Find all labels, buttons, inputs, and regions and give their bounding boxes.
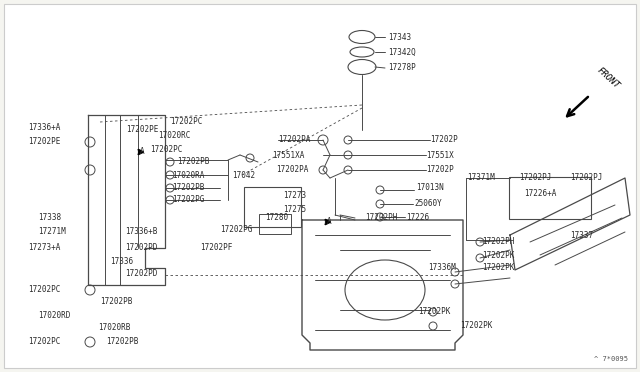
Text: 17273: 17273	[283, 192, 306, 201]
Text: 17202PE: 17202PE	[28, 138, 60, 147]
Text: 17202PK: 17202PK	[460, 321, 492, 330]
Text: 17013N: 17013N	[416, 183, 444, 192]
Text: 17202PB: 17202PB	[100, 298, 132, 307]
Text: 17202PJ: 17202PJ	[570, 173, 602, 183]
Text: 17273+A: 17273+A	[28, 244, 60, 253]
Text: 17202PG: 17202PG	[172, 196, 204, 205]
Text: 17202PH: 17202PH	[482, 237, 515, 247]
Text: 17020RA: 17020RA	[172, 170, 204, 180]
Text: 17280: 17280	[265, 214, 288, 222]
Text: 17202P: 17202P	[426, 166, 454, 174]
Text: 25060Y: 25060Y	[414, 199, 442, 208]
Text: 17202PC: 17202PC	[170, 118, 202, 126]
Text: 17202PK: 17202PK	[482, 263, 515, 273]
Text: 17202PA: 17202PA	[278, 135, 310, 144]
Text: 17271M: 17271M	[38, 228, 66, 237]
Text: 17202PH: 17202PH	[365, 214, 397, 222]
Text: 17202PA: 17202PA	[276, 166, 308, 174]
Text: 17202P: 17202P	[430, 135, 458, 144]
Text: 17202PB: 17202PB	[172, 183, 204, 192]
Text: 17202PK: 17202PK	[482, 251, 515, 260]
Text: 17336+B: 17336+B	[125, 228, 157, 237]
Text: 17226+A: 17226+A	[524, 189, 556, 198]
Text: FRONT: FRONT	[595, 65, 621, 90]
Text: 17202PC: 17202PC	[28, 285, 60, 295]
Text: 17338: 17338	[38, 214, 61, 222]
Text: ^ 7*0095: ^ 7*0095	[594, 356, 628, 362]
Text: 17020RB: 17020RB	[98, 324, 131, 333]
Text: 17336: 17336	[110, 257, 133, 266]
Text: 17336M: 17336M	[428, 263, 456, 273]
Text: 17336+A: 17336+A	[28, 122, 60, 131]
FancyBboxPatch shape	[4, 4, 636, 368]
Text: 17371M: 17371M	[467, 173, 495, 183]
Text: 17275: 17275	[283, 205, 306, 215]
Text: 17551X: 17551X	[426, 151, 454, 160]
Text: A: A	[327, 218, 332, 227]
Text: 17020RD: 17020RD	[38, 311, 70, 321]
Text: 17020RC: 17020RC	[158, 131, 190, 141]
Text: 17343: 17343	[388, 33, 411, 42]
Text: 17202PB: 17202PB	[177, 157, 209, 167]
Text: 17202PK: 17202PK	[418, 308, 451, 317]
Text: 17226: 17226	[406, 212, 429, 221]
Text: 17202PJ: 17202PJ	[519, 173, 552, 183]
Text: 17202PF: 17202PF	[200, 244, 232, 253]
Text: 17202PC: 17202PC	[28, 337, 60, 346]
Text: 17042: 17042	[232, 170, 255, 180]
Text: 17202PB: 17202PB	[106, 337, 138, 346]
Text: 17202PC: 17202PC	[150, 145, 182, 154]
Text: 17202PE: 17202PE	[126, 125, 158, 135]
Text: 17551XA: 17551XA	[272, 151, 305, 160]
Text: 17202PD: 17202PD	[125, 269, 157, 279]
Text: 17342Q: 17342Q	[388, 48, 416, 57]
Text: 17278P: 17278P	[388, 64, 416, 73]
Text: 17202PD: 17202PD	[125, 244, 157, 253]
Text: 17337: 17337	[570, 231, 593, 241]
Text: 17202PG: 17202PG	[220, 225, 252, 234]
Text: A: A	[140, 148, 145, 157]
